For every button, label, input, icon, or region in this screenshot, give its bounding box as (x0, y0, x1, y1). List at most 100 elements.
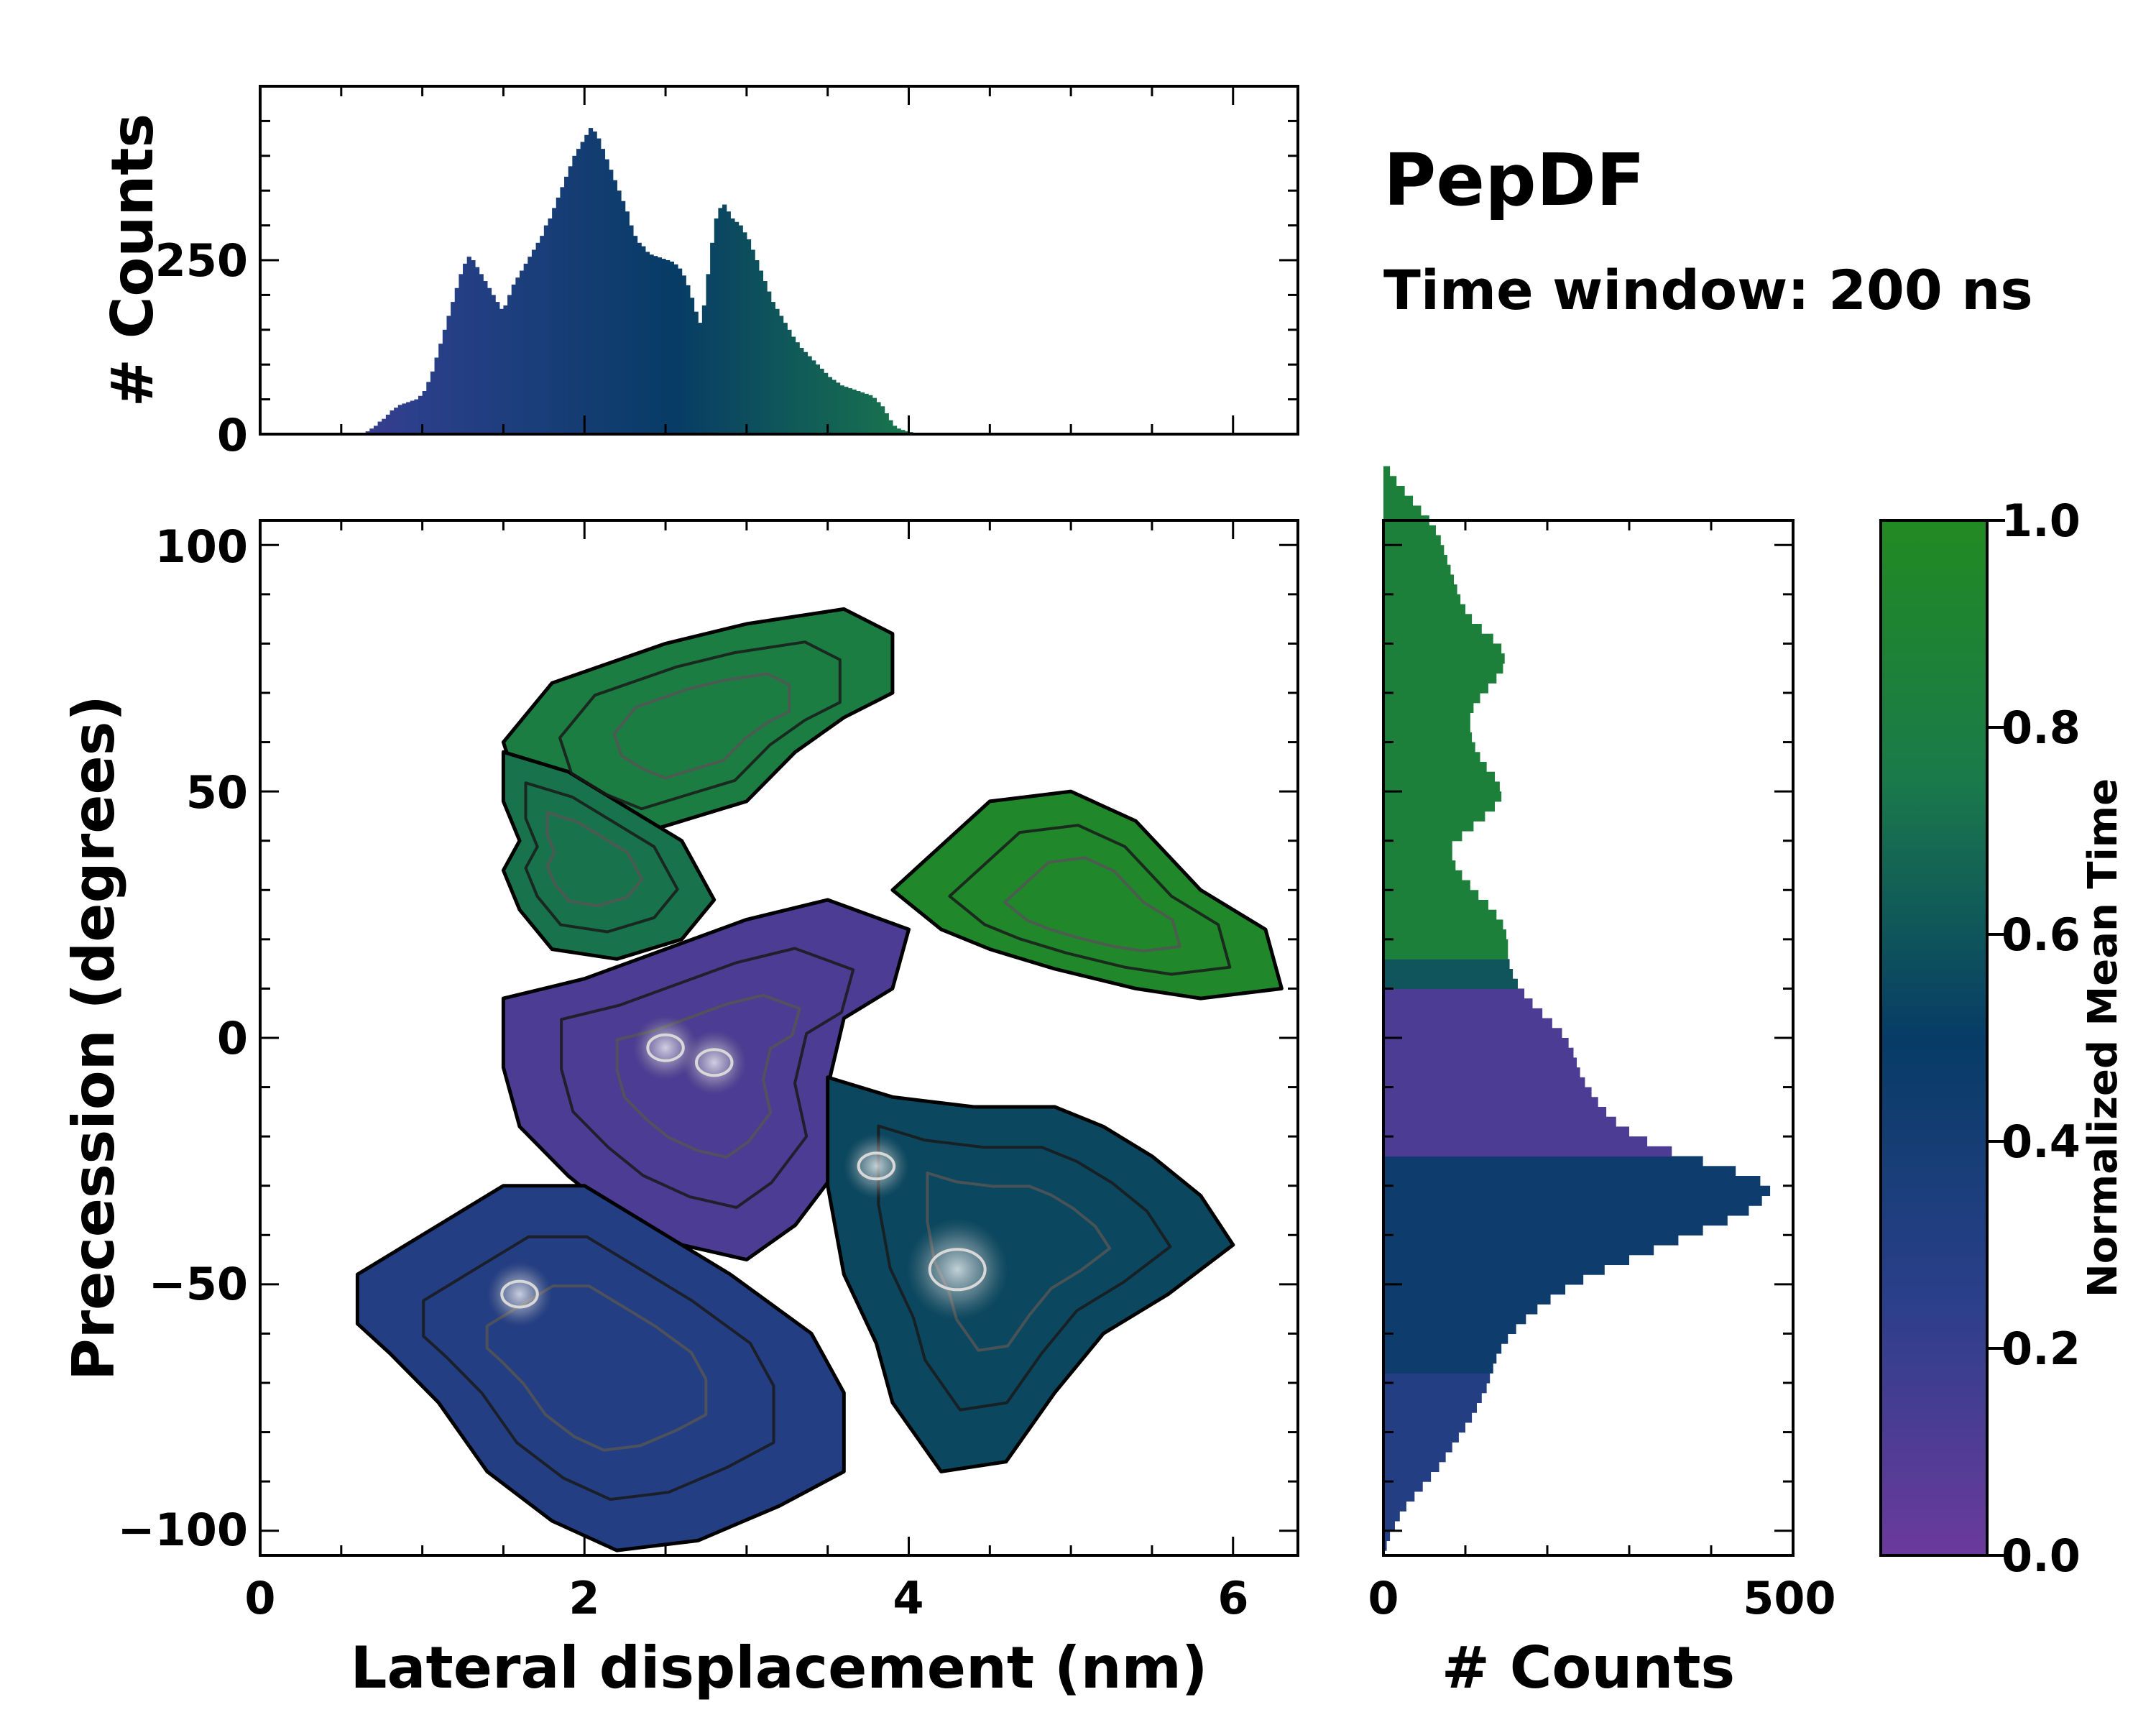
top-histogram-bar (572, 155, 577, 435)
right-histogram-bar (1383, 1254, 1629, 1266)
top-histogram-bar (770, 302, 775, 434)
top-histogram-bar (726, 211, 731, 434)
top-histogram-bar (746, 239, 752, 434)
top-histogram-bar (710, 242, 715, 434)
region-right-green-lobe (890, 789, 1284, 1000)
top-histogram-bar (483, 281, 488, 434)
contour-line (857, 1151, 896, 1181)
top-histogram-bar (584, 134, 589, 434)
right-histogram-bar (1383, 781, 1500, 792)
right-histogram-bar (1383, 525, 1436, 536)
right-histogram-bar (1383, 988, 1525, 999)
right-xlabel: # Counts (1442, 1634, 1735, 1701)
top-histogram-bar (763, 281, 768, 434)
main-xtick-label-6: 6 (1217, 1572, 1248, 1624)
main-xlabel: Lateral displacement (nm) (351, 1634, 1208, 1701)
top-histogram-bar (694, 311, 699, 434)
right-histogram-bars (1383, 466, 1771, 1551)
right-histogram-bar (1383, 486, 1405, 497)
right-histogram-bar (1383, 1057, 1577, 1068)
right-histogram-bar (1383, 1442, 1452, 1453)
right-histogram-bar (1383, 870, 1462, 881)
right-histogram-bar (1383, 939, 1508, 950)
top-ylabel: # Counts (99, 114, 166, 407)
right-histogram-bar (1383, 969, 1514, 980)
top-histogram-bar (775, 308, 780, 434)
right-histogram-bar (1383, 1146, 1672, 1157)
contour-line (615, 993, 801, 1159)
top-histogram-bar (641, 246, 646, 434)
right-histogram-bar (1383, 1284, 1566, 1295)
contour-line (928, 1248, 987, 1292)
top-histogram-bar (892, 426, 898, 434)
main-ytick-label-100: 100 (155, 520, 248, 573)
top-histogram-bar (414, 399, 419, 434)
right-histogram-bar (1383, 555, 1447, 566)
density-hotspot (681, 1030, 747, 1095)
right-histogram-bar (1383, 1452, 1446, 1463)
chart-title: PepDF (1383, 138, 1645, 222)
top-histogram-bar (487, 288, 492, 434)
right-histogram-bar (1383, 1107, 1607, 1118)
right-histogram-bar (1383, 890, 1479, 901)
right-histogram-bar (1383, 476, 1397, 487)
top-histogram-bar (880, 406, 885, 434)
contour-line (524, 781, 679, 934)
contour-line (545, 811, 644, 908)
top-histogram-bar (645, 252, 650, 434)
top-histogram-bar (701, 305, 707, 434)
top-histogram-bar (815, 364, 821, 434)
top-histogram-bar (852, 390, 857, 434)
top-histogram-bar (835, 382, 841, 434)
density-hotspot (487, 1261, 552, 1327)
top-histogram-bar (864, 393, 869, 434)
right-histogram-bar (1383, 1511, 1400, 1522)
top-histogram-bar (531, 249, 537, 434)
right-histogram-bar (1383, 840, 1452, 852)
right-histogram-bar (1383, 545, 1445, 556)
colorbar: 0.0 0.2 0.4 0.6 0.8 1.0 Normalized Mean … (1879, 494, 2127, 1582)
right-histogram-bar (1383, 1373, 1491, 1384)
right-histogram-bar (1383, 1116, 1616, 1128)
main-heatmap (355, 607, 1284, 1552)
top-histogram-bar (758, 270, 764, 434)
right-histogram-bar (1383, 1323, 1516, 1335)
right-histogram-bar (1383, 909, 1497, 921)
top-histogram-bar (738, 225, 743, 434)
main-ylabel: Precession (degrees) (60, 695, 127, 1381)
right-histogram-bar (1383, 584, 1457, 595)
right-histogram-bar (1383, 683, 1488, 694)
top-histogram-bar (580, 142, 585, 434)
right-histogram-bar (1383, 1343, 1502, 1354)
right-histogram-bar (1383, 1215, 1728, 1226)
right-histogram-bar (1383, 821, 1474, 832)
top-histogram-bar (617, 190, 622, 434)
right-histogram-bar (1383, 1353, 1497, 1364)
top-histogram-bar (390, 410, 395, 434)
right-histogram-bar (1383, 1205, 1749, 1216)
top-histogram-bar (564, 176, 569, 434)
colorbar-tick-label-0.8: 0.8 (2001, 702, 2081, 754)
top-histogram-bar (734, 221, 740, 434)
right-histogram-bar (1383, 1461, 1439, 1473)
right-histogram-bar (1383, 959, 1510, 970)
top-histogram-bar (466, 257, 471, 434)
top-histogram-bar (718, 208, 723, 434)
top-histogram-bar (422, 390, 427, 434)
right-histogram-bar (1383, 1521, 1395, 1532)
colorbar-tick-label-0.6: 0.6 (2001, 908, 2081, 961)
main-xtick-label-0: 0 (244, 1572, 275, 1624)
top-histogram-bar (438, 344, 443, 434)
top-histogram-bar (556, 197, 561, 434)
right-histogram-bar (1383, 1383, 1487, 1394)
contour-line (500, 1279, 539, 1309)
top-histogram-bar (856, 390, 861, 434)
top-histogram-bar (377, 421, 382, 434)
top-histogram-bar (698, 323, 703, 434)
top-histogram-bar (787, 329, 792, 434)
right-histogram-bar (1383, 1264, 1605, 1275)
top-histogram-bar (609, 170, 614, 434)
top-histogram-bar (900, 430, 906, 434)
top-histogram-bar (649, 254, 654, 434)
